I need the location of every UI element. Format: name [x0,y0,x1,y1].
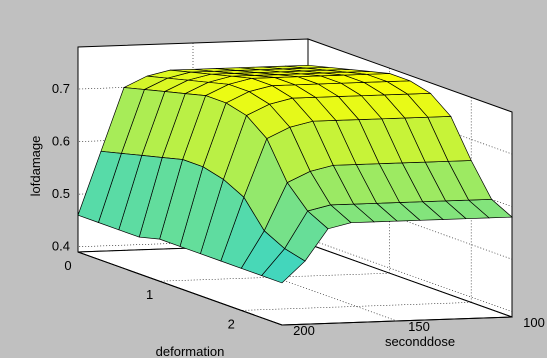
z-tick-label: 0.6 [52,134,70,149]
z-tick-label: 0.5 [52,186,70,201]
y-tick-label: 100 [523,315,545,330]
surface-facet [77,150,122,223]
x-axis-label: deformation [156,344,225,358]
y-axis-label: seconddose [385,334,455,349]
y-gridline [307,243,513,318]
z-tick-label: 0.7 [52,81,70,96]
z-axis-label: lofdamage [28,136,43,197]
tick-labels: 0.4 0.5 0.6 0.7 0 1 2 100 150 200 [52,81,545,338]
y-axis-line [281,316,513,326]
x-tick-label: 1 [146,287,153,302]
axes-front-edges [77,47,513,326]
z-gridline [307,238,513,313]
x-axis-line [77,251,283,326]
y-tick-label: 200 [293,323,315,338]
x-tick-label: 2 [228,316,235,331]
surface-mesh [77,64,513,284]
x-tick-label: 0 [64,258,71,273]
y-tick-label: 150 [408,319,430,334]
z-tick-label: 0.4 [52,239,70,254]
